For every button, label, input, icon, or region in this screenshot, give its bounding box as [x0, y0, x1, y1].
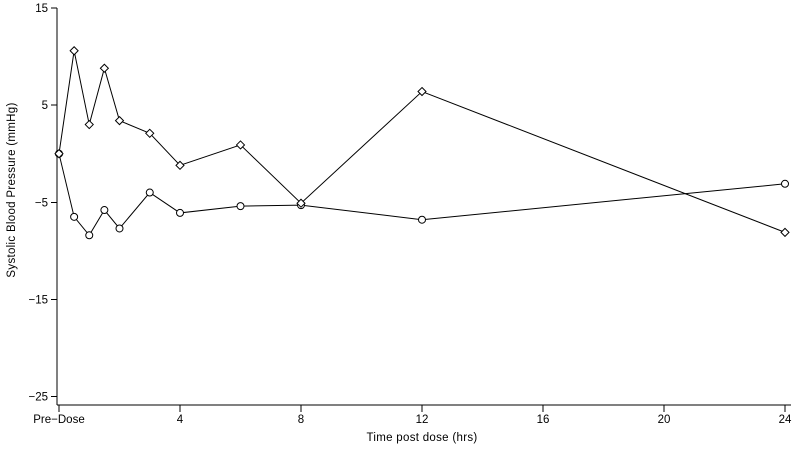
data-point-diamond [114, 115, 125, 126]
data-point-circle [85, 231, 94, 240]
data-point-diamond [780, 227, 790, 238]
y-tick-label: −25 [28, 392, 48, 404]
data-point-diamond [175, 160, 185, 171]
x-tick-label: 24 [779, 414, 792, 426]
data-point-circle [418, 215, 426, 224]
y-tick-label: 15 [35, 3, 48, 15]
x-tick-label: Pre−Dose [33, 414, 84, 426]
data-point-diamond [84, 119, 94, 130]
x-tick-label: 12 [416, 414, 429, 426]
data-point-diamond [417, 86, 427, 97]
x-tick-label: 20 [658, 414, 671, 426]
data-point-diamond [235, 140, 246, 150]
y-tick-label: −15 [28, 294, 48, 306]
data-point-diamond [69, 46, 79, 56]
data-point-circle [115, 224, 124, 233]
data-point-circle [176, 208, 184, 217]
data-point-diamond [99, 63, 110, 73]
x-tick-label: 16 [537, 414, 550, 426]
data-point-diamond [54, 148, 64, 159]
data-point-circle [781, 179, 789, 188]
legend: SILDENAFIL 100mg PLACEBO [0, 450, 798, 474]
x-axis-title: Time post dose (hrs) [366, 432, 478, 444]
x-tick-label: 8 [298, 414, 304, 426]
data-point-circle [70, 212, 79, 221]
y-tick-label: 5 [42, 100, 48, 112]
data-point-circle [236, 202, 245, 211]
data-point-circle [145, 188, 154, 197]
data-point-diamond [145, 128, 155, 138]
data-point-diamond [296, 198, 306, 208]
y-tick-label: −5 [35, 197, 48, 209]
data-point-circle [100, 206, 109, 215]
x-tick-label: 4 [177, 414, 184, 426]
